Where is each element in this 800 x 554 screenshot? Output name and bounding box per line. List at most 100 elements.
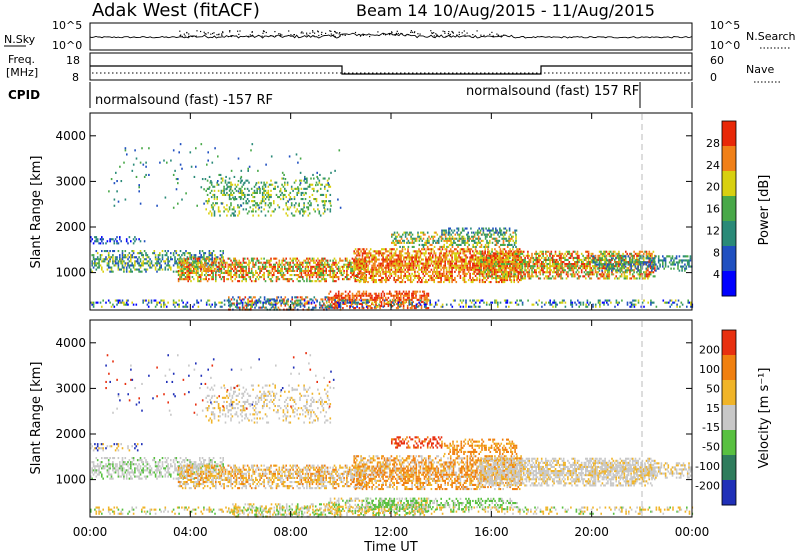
power-cell xyxy=(419,294,421,297)
power-cell xyxy=(477,264,480,267)
power-cell xyxy=(413,305,416,308)
power-cell xyxy=(318,265,321,268)
power-cell xyxy=(437,274,440,277)
power-cell xyxy=(357,263,359,266)
power-cell xyxy=(238,187,241,190)
power-cell xyxy=(230,271,232,274)
power-cell xyxy=(347,274,350,277)
power-cell xyxy=(521,263,524,266)
power-cell xyxy=(286,263,289,266)
power-cell xyxy=(361,292,363,295)
power-cell xyxy=(462,266,464,269)
power-cell xyxy=(397,256,400,259)
power-cell xyxy=(354,294,357,297)
power-cell xyxy=(306,179,308,182)
power-cell xyxy=(524,256,526,259)
power-cell xyxy=(268,298,270,301)
power-cell xyxy=(569,263,572,266)
power-cell xyxy=(237,269,239,272)
power-cell xyxy=(375,270,377,273)
power-cell xyxy=(260,276,263,279)
power-cell xyxy=(386,264,389,267)
power-cell xyxy=(321,257,323,260)
power-cell xyxy=(510,263,513,266)
power-cell xyxy=(307,206,310,209)
power-cell xyxy=(302,261,304,264)
power-cell xyxy=(119,260,121,263)
power-cell xyxy=(398,276,401,279)
power-cell xyxy=(362,292,365,295)
power-cell xyxy=(395,307,398,310)
power-cell xyxy=(497,239,499,242)
power-cell xyxy=(376,258,379,261)
power-cell xyxy=(354,279,357,282)
power-cell xyxy=(527,271,529,274)
power-cell xyxy=(475,245,477,248)
power-cell xyxy=(260,267,263,270)
power-cell xyxy=(227,274,230,277)
power-cell xyxy=(477,266,480,269)
power-cell xyxy=(407,250,409,253)
power-cell xyxy=(238,210,241,213)
power-cell xyxy=(186,267,188,270)
power-cell xyxy=(545,256,547,259)
power-cell xyxy=(389,290,391,293)
power-cell xyxy=(374,268,376,271)
power-cell xyxy=(401,292,403,295)
power-cell xyxy=(195,265,198,268)
power-cell xyxy=(455,268,458,271)
power-cell xyxy=(482,263,485,266)
power-cell xyxy=(179,257,181,260)
power-cell xyxy=(397,268,400,271)
power-cell xyxy=(448,281,451,284)
power-cell xyxy=(308,263,311,266)
power-cell xyxy=(456,250,459,253)
power-cell xyxy=(212,269,214,272)
power-cell xyxy=(340,294,343,297)
power-cell xyxy=(130,256,132,259)
nsky-noise-point xyxy=(452,31,454,33)
power-cell xyxy=(321,306,324,309)
power-cell xyxy=(554,261,557,264)
power-cell xyxy=(139,270,142,273)
power-cell xyxy=(311,271,314,274)
power-cell xyxy=(252,296,255,299)
power-cell xyxy=(91,238,93,241)
power-cell xyxy=(339,267,341,270)
power-cell xyxy=(353,271,355,274)
power-cell xyxy=(465,260,467,263)
power-cell xyxy=(457,245,459,248)
power-cell xyxy=(506,261,508,264)
nsky-noise-point xyxy=(218,34,220,36)
power-cell xyxy=(528,258,531,261)
power-cell xyxy=(578,254,580,257)
power-cell xyxy=(400,264,402,267)
power-cell xyxy=(502,248,504,251)
power-cell xyxy=(430,274,433,277)
power-cell xyxy=(289,274,292,277)
power-cell xyxy=(211,256,213,259)
power-cell xyxy=(252,271,254,274)
power-cell xyxy=(481,264,484,267)
power-cell xyxy=(395,290,398,293)
power-cell xyxy=(424,233,426,236)
power-cell xyxy=(209,210,212,213)
power-cell xyxy=(421,279,423,282)
power-cell xyxy=(412,296,414,299)
power-cell xyxy=(478,274,481,277)
power-cell xyxy=(180,269,183,272)
power-cell xyxy=(409,274,412,277)
power-cell xyxy=(217,208,220,211)
power-cell xyxy=(160,264,162,267)
power-cell xyxy=(336,305,339,308)
power-cell xyxy=(397,254,400,257)
power-cell xyxy=(324,210,326,213)
nsky-noise-point xyxy=(300,32,302,34)
power-cell xyxy=(215,270,218,273)
power-cell xyxy=(407,274,409,277)
power-cell xyxy=(364,258,366,261)
power-cell xyxy=(447,274,449,277)
power-cell xyxy=(507,272,510,275)
power-cell xyxy=(496,268,499,271)
power-cell xyxy=(242,267,245,270)
